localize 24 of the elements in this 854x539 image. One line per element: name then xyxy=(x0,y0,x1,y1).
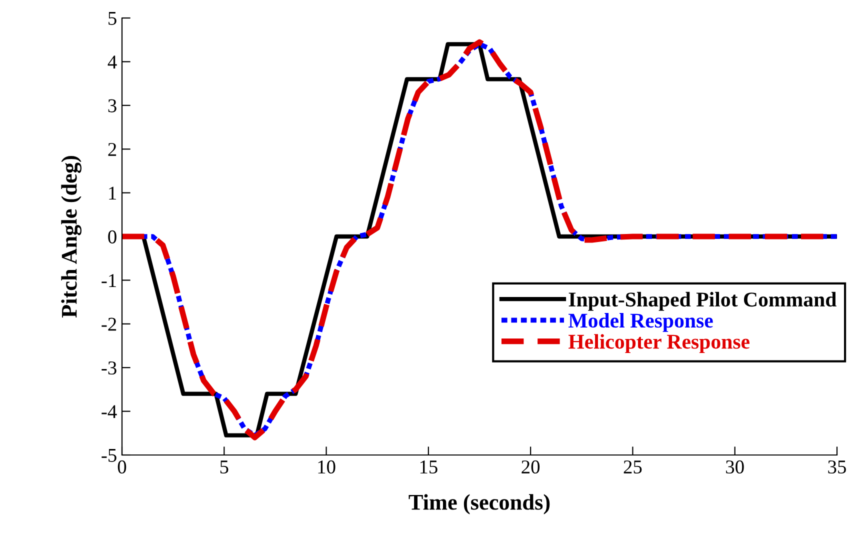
y-tick-label: -5 xyxy=(102,449,116,462)
legend-label: Input-Shaped Pilot Command xyxy=(568,292,836,311)
x-tick-label: 15 xyxy=(420,460,438,474)
y-tick-label: 3 xyxy=(108,99,116,112)
y-axis-title: Pitch Angle (deg) xyxy=(61,156,82,318)
x-tick-label: 25 xyxy=(624,460,642,474)
y-tick-label: 0 xyxy=(108,230,116,244)
y-tick-label: -2 xyxy=(102,318,116,331)
legend-label: Model Response xyxy=(568,313,713,332)
x-tick-label: 35 xyxy=(828,460,846,474)
y-tick-label: 2 xyxy=(108,142,116,156)
legend-label: Helicopter Response xyxy=(568,334,750,354)
y-tick-label: -4 xyxy=(102,405,117,418)
x-tick-label: 0 xyxy=(118,460,126,474)
x-tick-label: 10 xyxy=(318,460,336,474)
x-tick-label: 5 xyxy=(220,460,228,474)
x-tick-label: 30 xyxy=(726,460,744,474)
y-tick-label: -1 xyxy=(102,274,116,287)
y-tick-label: 1 xyxy=(109,186,116,200)
y-tick-label: 5 xyxy=(108,12,116,25)
x-tick-label: 20 xyxy=(522,460,540,474)
x-axis-title: Time (seconds) xyxy=(408,494,550,514)
y-tick-label: 4 xyxy=(108,56,117,68)
y-tick-label: -3 xyxy=(102,361,116,375)
